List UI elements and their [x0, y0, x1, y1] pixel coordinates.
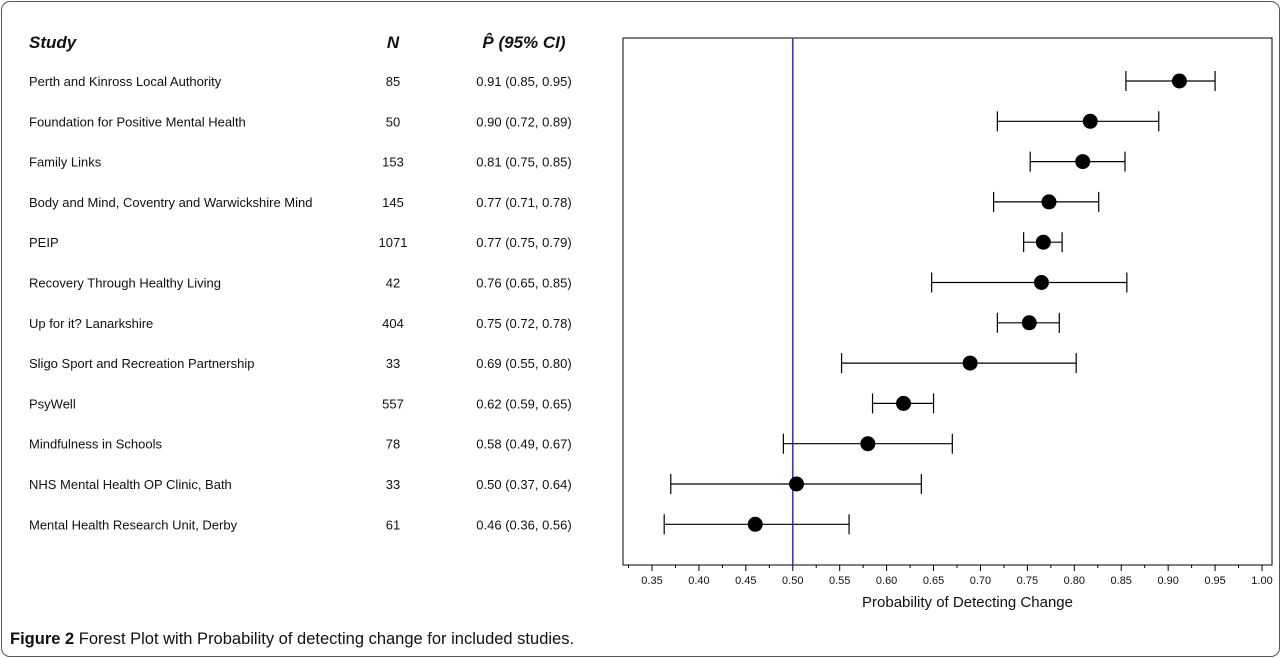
- point-estimate: [962, 355, 978, 371]
- study-name: Sligo Sport and Recreation Partnership: [29, 356, 254, 371]
- study-table: Study N P̂ (95% CI) Perth and Kinross Local…: [29, 32, 572, 532]
- study-name: Body and Mind, Coventry and Warwickshire…: [29, 195, 312, 210]
- study-name: Mental Health Research Unit, Derby: [29, 517, 238, 532]
- point-estimate: [1021, 315, 1037, 331]
- plot-frame: [622, 37, 1273, 566]
- study-n: 42: [386, 276, 400, 291]
- study-name: PsyWell: [29, 396, 76, 411]
- study-estimate: 0.77 (0.71, 0.78): [476, 195, 571, 210]
- study-name: Perth and Kinross Local Authority: [29, 74, 222, 89]
- forest-plot: Study N P̂ (95% CI) Perth and Kinross Local…: [29, 32, 1273, 611]
- point-estimate: [860, 436, 876, 452]
- point-estimate: [1082, 113, 1098, 129]
- study-n: 145: [382, 195, 404, 210]
- point-estimate: [789, 476, 805, 492]
- x-tick-label: 0.95: [1204, 575, 1225, 587]
- study-name: Mindfulness in Schools: [29, 437, 162, 452]
- study-estimate: 0.81 (0.75, 0.85): [476, 155, 571, 170]
- x-tick-label: 0.35: [641, 575, 662, 587]
- x-tick-label: 0.50: [782, 575, 803, 587]
- x-tick-label: 0.70: [970, 575, 991, 587]
- header-estimate: P̂ (95% CI): [482, 32, 565, 52]
- study-estimate: 0.90 (0.72, 0.89): [476, 114, 571, 129]
- study-n: 85: [386, 74, 400, 89]
- study-estimate: 0.75 (0.72, 0.78): [476, 316, 571, 331]
- study-estimate: 0.69 (0.55, 0.80): [476, 356, 571, 371]
- x-tick-label: 0.85: [1111, 575, 1132, 587]
- study-n: 404: [382, 316, 404, 331]
- study-n: 78: [386, 437, 400, 452]
- x-tick-label: 0.55: [829, 575, 850, 587]
- study-n: 33: [386, 477, 400, 492]
- figure-caption: Figure 2 Forest Plot with Probability of…: [10, 630, 574, 649]
- study-estimate: 0.91 (0.85, 0.95): [476, 74, 571, 89]
- study-estimate: 0.62 (0.59, 0.65): [476, 396, 571, 411]
- plot-area: 0.35 0.40 0.45 0.50 0.55 0.60 0.65 0.70 0.75 0.80…: [622, 37, 1273, 611]
- study-n: 153: [382, 155, 404, 170]
- study-n: 557: [382, 396, 404, 411]
- x-tick-label: 0.75: [1017, 575, 1038, 587]
- study-estimate: 0.77 (0.75, 0.79): [476, 235, 571, 250]
- x-tick-label: 0.40: [688, 575, 709, 587]
- header-n: N: [387, 33, 400, 52]
- x-tick-label: 0.90: [1157, 575, 1178, 587]
- x-axis-label: Probability of Detecting Change: [862, 594, 1073, 611]
- x-tick-label: 0.60: [876, 575, 897, 587]
- point-estimate: [1041, 194, 1057, 210]
- x-tick-label: 0.65: [923, 575, 944, 587]
- study-n: 1071: [379, 235, 408, 250]
- point-estimate: [1171, 73, 1187, 89]
- study-name: NHS Mental Health OP Clinic, Bath: [29, 477, 232, 492]
- point-estimate: [1033, 275, 1049, 290]
- header-study: Study: [29, 33, 78, 52]
- x-tick-label: 0.45: [735, 575, 756, 587]
- study-n: 50: [386, 114, 400, 129]
- study-estimate: 0.58 (0.49, 0.67): [476, 437, 571, 452]
- study-estimate: 0.46 (0.36, 0.56): [476, 517, 571, 532]
- study-name: Up for it? Lanarkshire: [29, 316, 153, 331]
- study-estimate: 0.76 (0.65, 0.85): [476, 276, 571, 291]
- caption-label: Figure 2: [10, 630, 75, 648]
- x-tick-label: 0.80: [1064, 575, 1085, 587]
- caption-text: Forest Plot with Probability of detectin…: [74, 630, 575, 648]
- point-estimate: [1035, 234, 1051, 250]
- study-n: 33: [386, 356, 400, 371]
- study-estimate: 0.50 (0.37, 0.64): [476, 477, 571, 492]
- x-tick-label: 1.00: [1251, 575, 1272, 587]
- study-name: Family Links: [29, 155, 102, 170]
- study-name: Foundation for Positive Mental Health: [29, 114, 246, 129]
- study-name: Recovery Through Healthy Living: [29, 276, 221, 291]
- point-estimate: [747, 516, 763, 532]
- study-name: PEIP: [29, 235, 59, 250]
- point-estimate: [896, 395, 912, 411]
- point-estimate: [1075, 154, 1091, 170]
- study-n: 61: [386, 517, 400, 532]
